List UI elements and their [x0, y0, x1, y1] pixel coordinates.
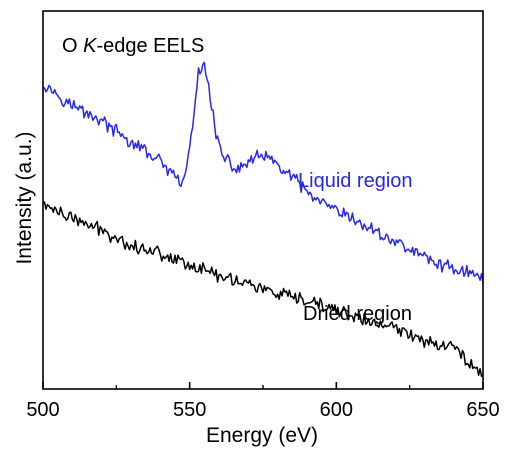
chart-title-suffix: -edge EELS [96, 35, 204, 57]
x-tick-label-650: 650 [466, 399, 499, 421]
x-tick-label-500: 500 [26, 399, 59, 421]
x-axis-title: Energy (eV) [206, 424, 318, 447]
chart-title: O K-edge EELS [62, 35, 204, 57]
chart-title-italic: K [83, 35, 98, 57]
series-line-dried-region [42, 201, 484, 378]
series-label-liquid-region: Liquid region [298, 170, 413, 192]
series-line-liquid-region [42, 61, 484, 284]
x-tick-label-600: 600 [320, 399, 353, 421]
x-tick-layer: 500 550 600 650 [26, 382, 500, 421]
series-layer [42, 61, 484, 378]
x-tick-label-550: 550 [173, 399, 206, 421]
y-axis-title: Intensity (a.u.) [13, 131, 36, 264]
chart-title-prefix: O [62, 35, 83, 57]
series-label-dried-region: Dried region [303, 303, 412, 325]
